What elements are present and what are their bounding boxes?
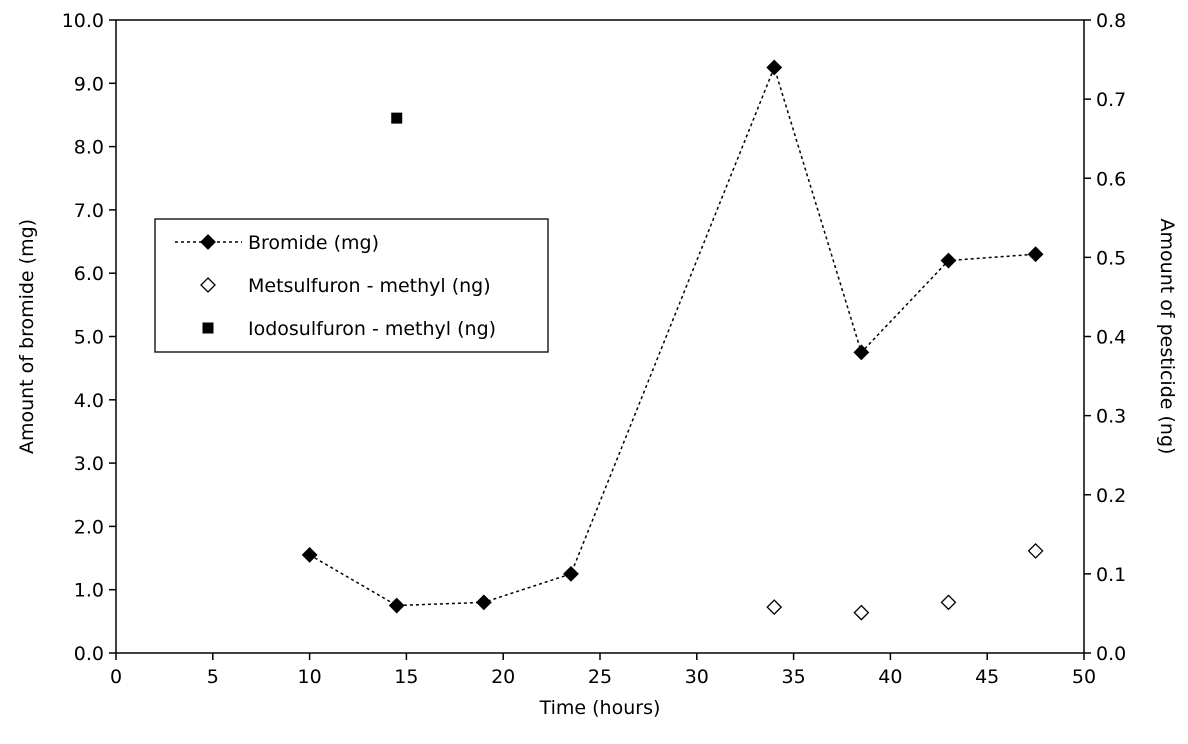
legend-label-2: Iodosulfuron - methyl (ng) [248,318,496,340]
legend-marker-2 [202,322,214,334]
series-0-point [766,59,783,76]
series-0-point [1027,246,1044,263]
x-tick-label: 10 [298,666,322,688]
y-axis-right-title: Amount of pesticide (ng) [1156,219,1178,455]
y-left-tick-label: 8.0 [74,137,104,159]
y-right-tick-label: 0.2 [1096,485,1126,507]
x-tick-label: 35 [782,666,806,688]
series-1-point [940,594,957,611]
series-2-point [391,112,403,124]
x-tick-label: 30 [685,666,709,688]
y-right-tick-label: 0.7 [1096,89,1126,111]
y-right-tick-label: 0.4 [1096,327,1126,349]
series-0-point [940,252,957,269]
y-right-tick-label: 0.3 [1096,406,1126,428]
y-left-tick-label: 2.0 [74,516,104,538]
y-left-tick-label: 4.0 [74,390,104,412]
series-0-point [563,565,579,582]
legend-marker-1 [200,277,216,293]
y-right-tick-label: 0.5 [1096,247,1126,269]
x-tick-label: 20 [491,666,515,688]
y-left-tick-label: 1.0 [74,580,104,602]
series-0-line [309,65,1036,607]
legend-box [154,218,549,353]
x-tick-label: 0 [110,666,122,688]
series-0-point [301,546,318,563]
y-left-tick-label: 9.0 [74,73,104,95]
x-tick-label: 15 [394,666,418,688]
series-1-point [853,604,870,621]
x-tick-label: 45 [975,666,999,688]
legend-label-0: Bromide (mg) [248,232,379,254]
y-right-tick-label: 0.8 [1096,10,1126,32]
x-tick-label: 40 [878,666,902,688]
series-0-point [853,344,870,361]
series-1-point [1027,543,1044,559]
y-left-tick-label: 3.0 [74,453,104,475]
y-left-tick-label: 6.0 [74,263,104,285]
y-left-tick-label: 5.0 [74,327,104,349]
x-tick-label: 50 [1072,666,1096,688]
series-0-point [475,594,492,611]
y-right-tick-label: 0.0 [1096,643,1126,665]
series-0-point [388,597,405,614]
series-1-point [766,599,783,616]
y-left-tick-label: 7.0 [74,200,104,222]
x-axis-title: Time (hours) [539,697,661,719]
y-axis-left-title: Amount of bromide (mg) [16,219,38,454]
x-tick-label: 25 [588,666,612,688]
y-right-tick-label: 0.6 [1096,168,1126,190]
y-left-tick-label: 10.0 [62,10,104,32]
legend-marker-0 [200,234,216,250]
y-left-tick-label: 0.0 [74,643,104,665]
y-right-tick-label: 0.1 [1096,564,1126,586]
x-tick-label: 5 [207,666,219,688]
legend-label-1: Metsulfuron - methyl (ng) [248,275,491,297]
